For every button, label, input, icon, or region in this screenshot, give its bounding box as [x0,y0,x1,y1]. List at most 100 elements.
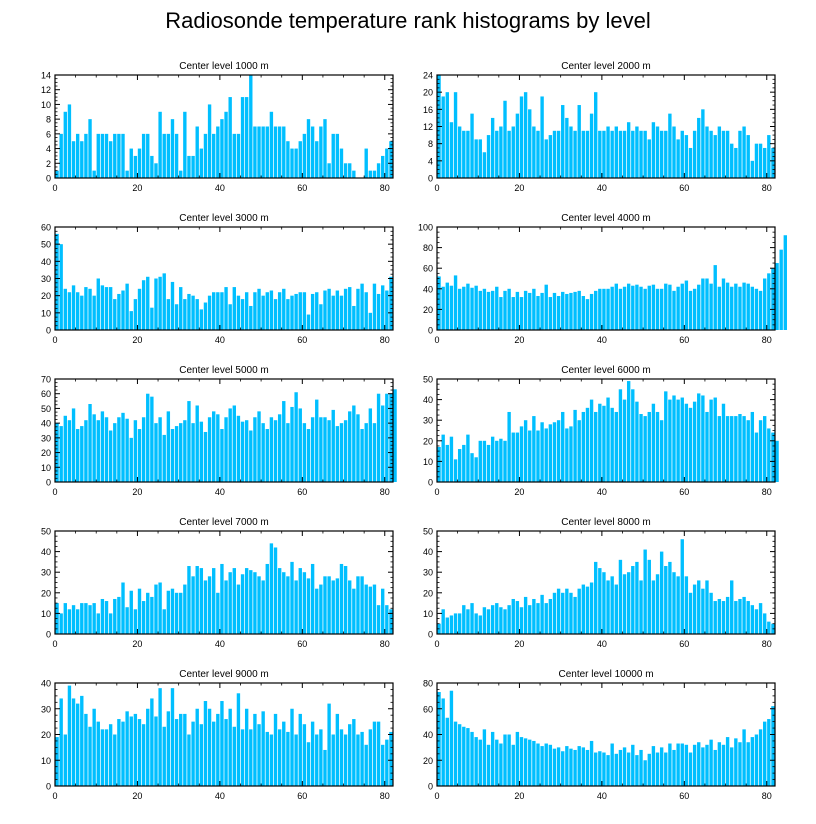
bar [474,457,478,482]
bar [746,135,750,178]
bar [561,105,565,178]
bar [697,117,701,178]
bar [376,163,381,178]
bar [306,578,311,634]
bar [195,708,199,786]
bar [286,576,290,634]
bar [220,429,224,482]
bar [606,126,610,178]
bar [754,432,759,482]
bar [96,613,100,634]
y-tick-label: 50 [423,527,433,537]
x-tick-label: 80 [762,487,772,497]
x-tick-label: 60 [679,335,689,345]
bar [298,292,302,330]
y-tick-label: 50 [41,527,51,537]
bar [532,126,536,178]
bar [676,576,680,634]
bar [635,401,639,482]
bar [746,283,750,330]
bar [240,574,245,634]
bar [515,432,520,482]
bar [368,170,373,178]
bar [146,133,150,178]
bar [335,426,340,482]
bar [758,729,763,786]
bar [319,729,323,786]
bar [507,734,511,786]
bar [734,601,738,634]
bar [618,749,623,786]
bar [298,713,302,786]
bar [614,126,618,178]
bar [253,126,257,178]
y-tick-label: 2 [46,159,51,169]
bar [441,698,445,786]
bar [536,743,540,786]
bar [470,731,474,786]
bar [150,596,154,634]
bar [767,273,771,330]
bar [84,420,88,482]
bar [282,126,286,178]
bar [232,405,236,482]
bar [602,130,606,178]
y-tick-label: 40 [41,547,51,557]
bar [495,739,499,786]
bar [544,743,548,786]
bar [486,135,491,178]
y-tick-label: 10 [41,756,51,766]
bar [273,547,278,634]
x-tick-label: 80 [380,335,390,345]
bar [478,139,482,179]
bar [187,566,191,634]
bar [117,417,121,482]
bar [385,605,389,634]
bar [125,711,129,786]
bar [273,126,278,178]
bar [503,440,507,482]
bar [519,426,524,482]
bar [277,568,282,634]
bar [692,288,697,330]
bar [113,423,117,482]
bar [343,288,348,330]
bar [470,453,474,482]
bar [170,119,175,178]
bar [257,126,261,178]
bar [323,576,327,634]
bar [610,130,614,178]
bar [141,133,146,178]
bar [298,408,302,482]
bar [548,598,553,634]
bar [191,155,195,178]
bar [389,276,393,330]
bar [684,576,689,634]
y-tick-label: 30 [41,704,51,714]
bar [688,290,693,330]
bar [179,713,183,786]
x-tick-label: 20 [132,183,142,193]
bar [348,724,352,786]
bar [692,130,697,178]
bar [117,293,121,330]
bar [323,119,327,178]
bar [668,561,672,634]
bar [240,97,245,178]
y-tick-label: 40 [41,257,51,267]
bar [55,233,59,330]
bar [738,598,742,634]
bar [133,155,138,178]
bar [257,288,261,330]
bar [203,431,208,482]
bar [635,755,639,786]
bar [734,147,738,178]
bar [319,417,323,482]
bar [269,290,274,330]
bar [445,617,449,634]
bar [88,288,92,330]
bar [598,568,602,634]
bar [581,411,586,482]
bar [515,113,520,179]
bar [643,760,647,786]
